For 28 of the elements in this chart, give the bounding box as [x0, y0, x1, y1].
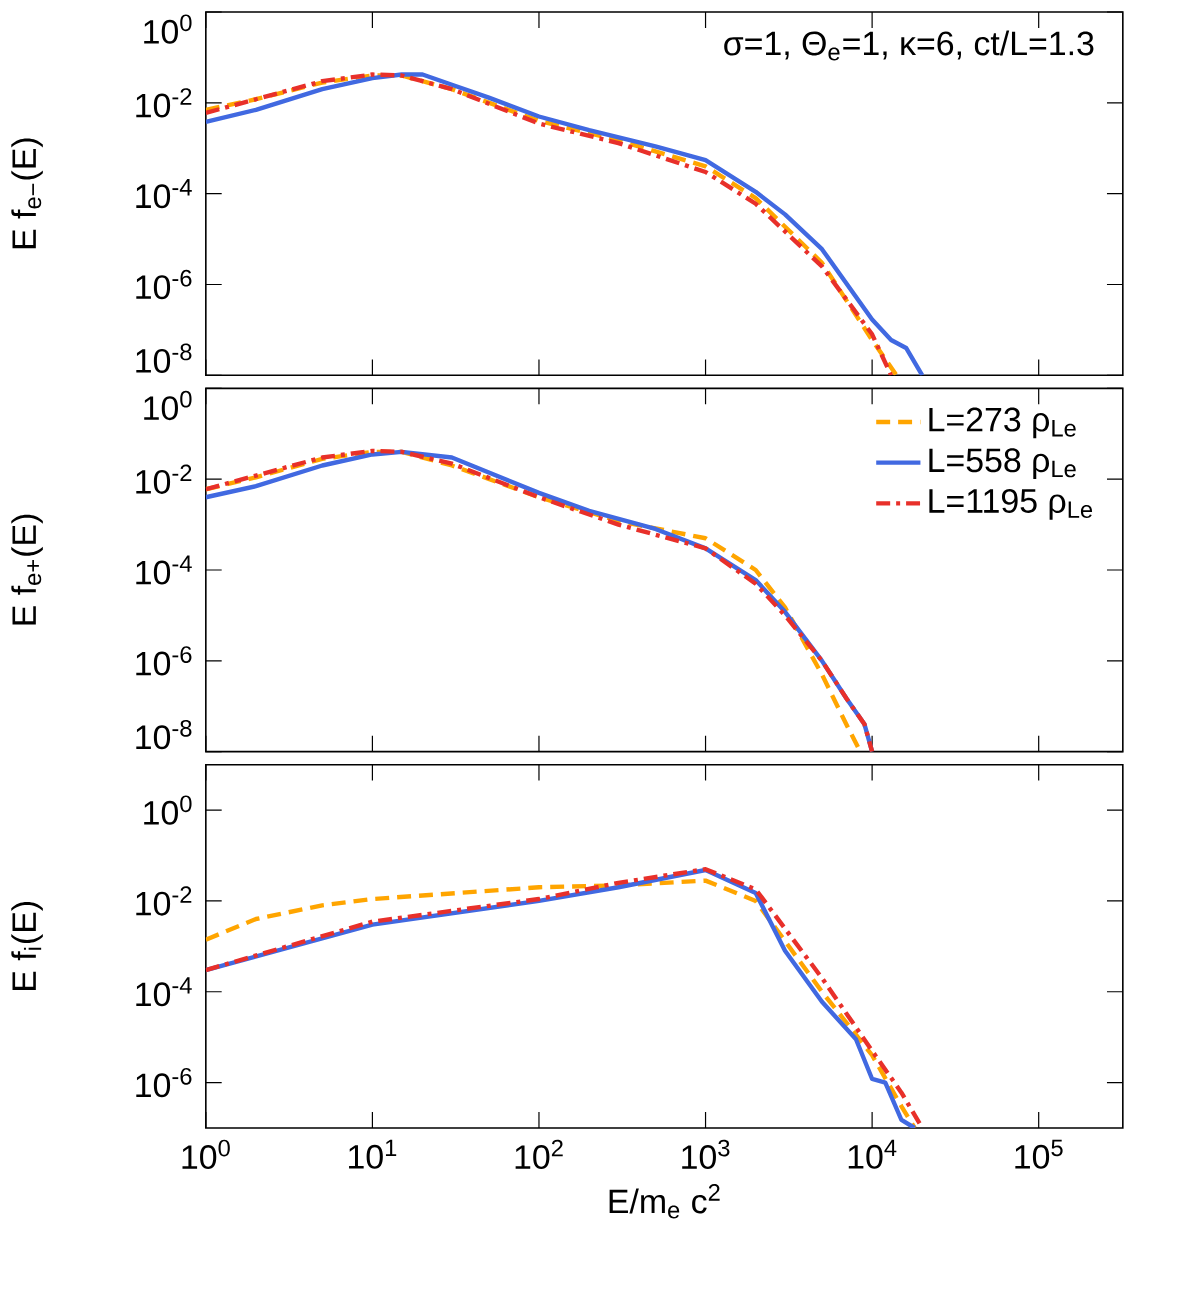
x-tick-label: 10$^{2}$ [515, 1139, 563, 1170]
y-tick-label: 10$^{-6}$ [136, 646, 192, 676]
y-tick-label: 10$^{-2}$ [136, 886, 192, 916]
x-tick-label: 10$^{1}$ [349, 1139, 397, 1169]
y-tick-label: 10$^{0}$ [144, 795, 192, 825]
y-tick-label: 10$^{0}$ [144, 14, 192, 44]
y-axis-title: E f$_{i}$(E) [11, 902, 43, 990]
legend-label: L=1195 ρ$_{Le}$ [929, 488, 1093, 520]
y-tick-label: 10$^{-2}$ [136, 464, 192, 494]
y-tick-label: 10$^{-4}$ [136, 555, 192, 585]
y-tick-label: 10$^{-2}$ [136, 88, 192, 118]
legend-label: L=558 ρ$_{Le}$ [929, 448, 1076, 479]
legend-label: L=273 ρ$_{Le}$ [929, 407, 1076, 439]
y-tick-label: 10$^{-4}$ [136, 179, 192, 209]
x-tick-label: 10$^{3}$ [682, 1139, 730, 1170]
y-axis-title: E f$_{e+}$(E) [11, 514, 43, 625]
y-axis-title: E f$_{e−}$(E) [11, 138, 43, 249]
y-tick-label: 10$^{-6}$ [136, 269, 192, 300]
x-tick-label: 10$^{5}$ [1015, 1139, 1063, 1169]
annotation: σ=1, Θ$_{e}$=1, κ=6, ct/L=1.3 [724, 30, 1094, 61]
y-tick-label: 10$^{0}$ [144, 390, 192, 421]
x-tick-label: 10$^{4}$ [848, 1139, 897, 1169]
y-tick-label: 10$^{-6}$ [136, 1067, 192, 1098]
y-tick-label: 10$^{-8}$ [136, 719, 192, 750]
x-axis-title: E/m$_{e}$ c$^{2}$ [609, 1184, 720, 1219]
y-tick-label: 10$^{-8}$ [136, 343, 192, 373]
y-tick-label: 10$^{-4}$ [136, 977, 192, 1007]
x-tick-label: 10$^{0}$ [182, 1139, 230, 1170]
